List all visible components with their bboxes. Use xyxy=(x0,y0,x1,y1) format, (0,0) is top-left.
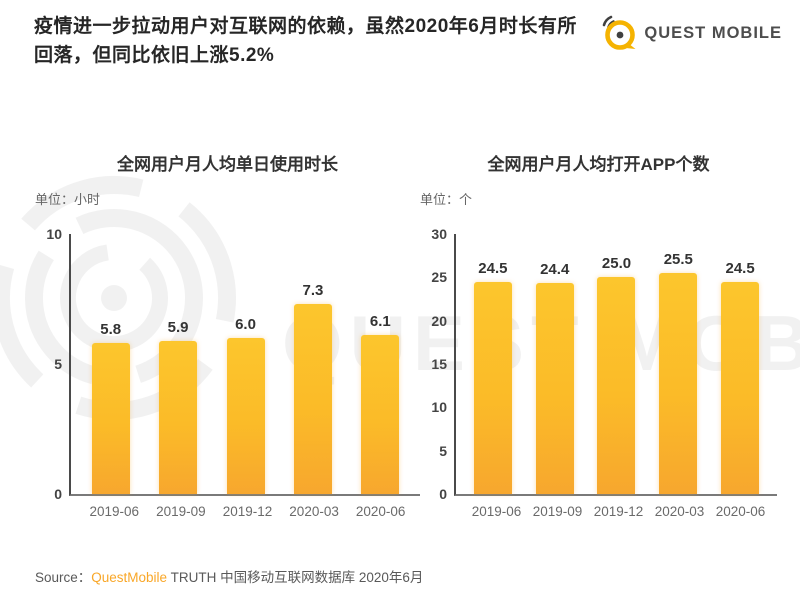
bar-slot: 7.3 xyxy=(279,282,346,494)
plot-wrap: 0 5 10 5.8 5.9 6.0 7.3 6.1 xyxy=(35,226,420,502)
y-tick-label: 0 xyxy=(439,486,447,502)
chart-title: 全网用户月人均打开APP个数 xyxy=(487,155,710,174)
bar-slot: 5.9 xyxy=(144,319,211,494)
page-title-line-1: 疫情进一步拉动用户对互联网的依赖，虽然2020年6月时长有所 xyxy=(34,16,577,37)
y-tick-label: 0 xyxy=(54,486,62,502)
x-tick-label: 2020-03 xyxy=(289,504,339,519)
x-tick-label: 2019-12 xyxy=(222,504,273,519)
bar-slot: 24.4 xyxy=(524,261,586,494)
bar-slot: 24.5 xyxy=(709,260,771,494)
questmobile-logo-icon xyxy=(603,15,636,50)
page-title-line-2: 回落，但同比依旧上涨5.2% xyxy=(34,45,275,66)
chart-apps-opened-count: 全网用户月人均打开APP个数 单位：个 0 5 10 15 20 25 30 24.5 24.… xyxy=(420,140,777,519)
bar xyxy=(159,340,198,494)
bar-slot: 5.8 xyxy=(77,321,144,494)
x-tick-label: 2019-06 xyxy=(89,504,140,519)
chart-unit-label: 单位：个 xyxy=(420,192,473,207)
y-tick-label: 10 xyxy=(46,226,62,242)
x-tick-label: 2019-12 xyxy=(593,504,644,519)
bar xyxy=(473,281,512,494)
bar-value-label: 25.5 xyxy=(663,251,693,268)
bar-value-label: 6.1 xyxy=(369,313,391,331)
y-tick-label: 20 xyxy=(431,312,447,329)
bar-value-label: 24.5 xyxy=(725,259,755,277)
bar-value-label: 25.0 xyxy=(601,255,632,273)
x-tick-label: 2020-06 xyxy=(715,504,766,519)
y-tick-label: 15 xyxy=(431,356,447,372)
charts-row: 全网用户月人均单日使用时长 单位：小时 0 5 10 5.8 5.9 6.0 7.3 6.1… xyxy=(35,140,777,519)
source-line: Source：QuestMobile TRUTH 中国移动互联网数据库 2020… xyxy=(35,566,423,586)
x-tick-label: 2019-06 xyxy=(471,504,522,519)
bar xyxy=(597,277,636,494)
y-tick-label: 5 xyxy=(54,356,62,372)
bar-value-label: 5.8 xyxy=(100,321,122,339)
questmobile-logo-text: QUEST MOBILE xyxy=(644,23,782,42)
bar-value-label: 6.0 xyxy=(235,316,256,333)
bar-slot: 24.5 xyxy=(462,260,524,494)
chart-title: 全网用户月人均单日使用时长 xyxy=(117,155,338,174)
bar xyxy=(535,282,574,494)
plot-area: 24.5 24.4 25.0 25.5 24.5 xyxy=(454,234,777,496)
bar-value-label: 5.9 xyxy=(167,318,189,336)
page-title: 疫情进一步拉动用户对互联网的依赖，虽然2020年6月时长有所 回落，但同比依旧上… xyxy=(34,12,614,70)
source-prefix: Source： xyxy=(35,570,92,585)
bar-value-label: 7.3 xyxy=(302,282,324,300)
source-rest: TRUTH 中国移动互联网数据库 2020年6月 xyxy=(167,570,424,585)
bar-value-label: 24.4 xyxy=(540,260,570,278)
bar xyxy=(91,343,130,494)
plot-wrap: 0 5 10 15 20 25 30 24.5 24.4 25.0 25.5 24.5 xyxy=(420,226,777,502)
bar xyxy=(361,335,400,494)
bar-slot: 25.5 xyxy=(647,251,709,494)
x-tick-label: 2019-09 xyxy=(532,504,583,519)
y-tick-label: 10 xyxy=(431,399,447,416)
x-tick-label: 2020-03 xyxy=(654,504,705,519)
x-tick-label: 2020-06 xyxy=(355,504,406,519)
bar-slot: 25.0 xyxy=(586,255,648,494)
questmobile-logo: QUEST MOBILE xyxy=(598,12,782,54)
chart-unit-label: 单位：小时 xyxy=(35,192,101,207)
y-axis: 0 5 10 xyxy=(35,226,69,502)
x-axis: 2019-06 2019-09 2019-12 2020-03 2020-06 xyxy=(460,504,777,519)
y-tick-label: 25 xyxy=(431,269,447,286)
y-tick-label: 30 xyxy=(431,226,447,242)
y-axis: 0 5 10 15 20 25 30 xyxy=(420,226,454,502)
bar xyxy=(659,273,698,494)
plot-area: 5.8 5.9 6.0 7.3 6.1 xyxy=(69,234,420,496)
x-tick-label: 2019-09 xyxy=(156,504,206,519)
bar xyxy=(293,304,332,494)
bar-value-label: 24.5 xyxy=(478,259,508,277)
bar-slot: 6.1 xyxy=(347,313,414,494)
y-tick-label: 5 xyxy=(439,442,447,459)
chart-daily-usage-duration: 全网用户月人均单日使用时长 单位：小时 0 5 10 5.8 5.9 6.0 7.3 6.1… xyxy=(35,140,420,519)
source-brand: QuestMobile xyxy=(91,570,168,585)
bar xyxy=(721,281,760,494)
x-axis: 2019-06 2019-09 2019-12 2020-03 2020-06 xyxy=(75,504,420,519)
bar xyxy=(226,338,265,494)
bar-slot: 6.0 xyxy=(212,316,279,494)
